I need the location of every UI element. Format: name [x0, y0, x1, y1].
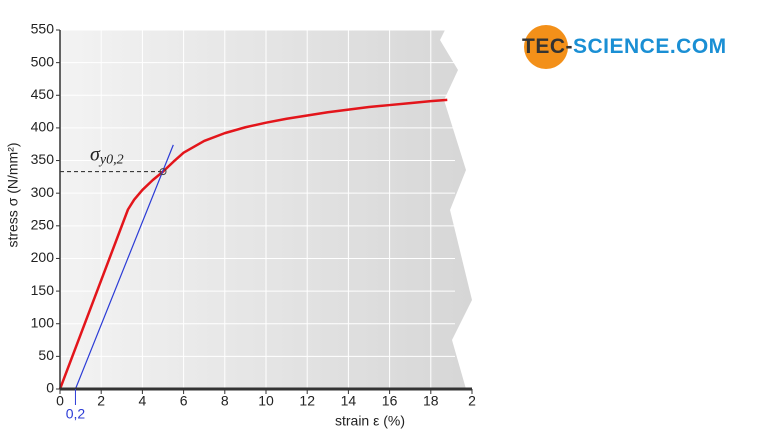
x-tick-label: 6 [180, 393, 188, 409]
x-tick-label: 14 [341, 393, 357, 409]
marks [58, 98, 448, 390]
yield-label: σy0,2 [90, 143, 124, 168]
x-tick-label: 2 [97, 393, 105, 409]
y-tick-label: 300 [31, 184, 55, 200]
logo-circle [524, 25, 568, 69]
axes: 0 50 100 150 200 250 300 350 400 450 500 550 0 2 4 6 8 10… [31, 21, 476, 409]
y-tick-label: 550 [31, 21, 55, 37]
y-tick-label: 500 [31, 53, 55, 69]
y-tick-label: 0 [46, 380, 54, 396]
x-tick-label: 18 [423, 393, 439, 409]
series-line [74, 144, 174, 390]
y-tick-label: 200 [31, 249, 55, 265]
y-tick-label: 400 [31, 119, 55, 135]
grid [60, 29, 455, 389]
y-tick-label: 350 [31, 151, 55, 167]
yield-symbol: σ [90, 143, 101, 165]
x-tick-label: 2 [468, 393, 476, 409]
y-tick-label: 250 [31, 217, 55, 233]
y-tick-label: 50 [38, 347, 54, 363]
y-tick-label: 450 [31, 86, 55, 102]
x-tick-label: 8 [221, 393, 229, 409]
x-tick-label: 16 [382, 393, 398, 409]
x-tick-label: 12 [299, 393, 315, 409]
offset-label: 0,2 [66, 406, 86, 422]
logo-part: TEC- [522, 35, 573, 58]
x-tick-label: 0 [56, 393, 64, 409]
x-axis-label: strain ε (%) [335, 413, 405, 429]
yield-subscript: y0,2 [98, 153, 124, 168]
y-tick-label: 150 [31, 282, 55, 298]
logo: TEC-SCIENCE.COM [522, 35, 727, 58]
y-axis-label: stress σ (N/mm²) [5, 142, 21, 247]
y-tick-label: 100 [31, 314, 55, 330]
x-tick-label: 4 [139, 393, 147, 409]
x-tick-label: 10 [258, 393, 274, 409]
series-line [58, 98, 448, 390]
logo-part: SCIENCE.COM [573, 35, 727, 58]
yield-point [159, 168, 167, 176]
